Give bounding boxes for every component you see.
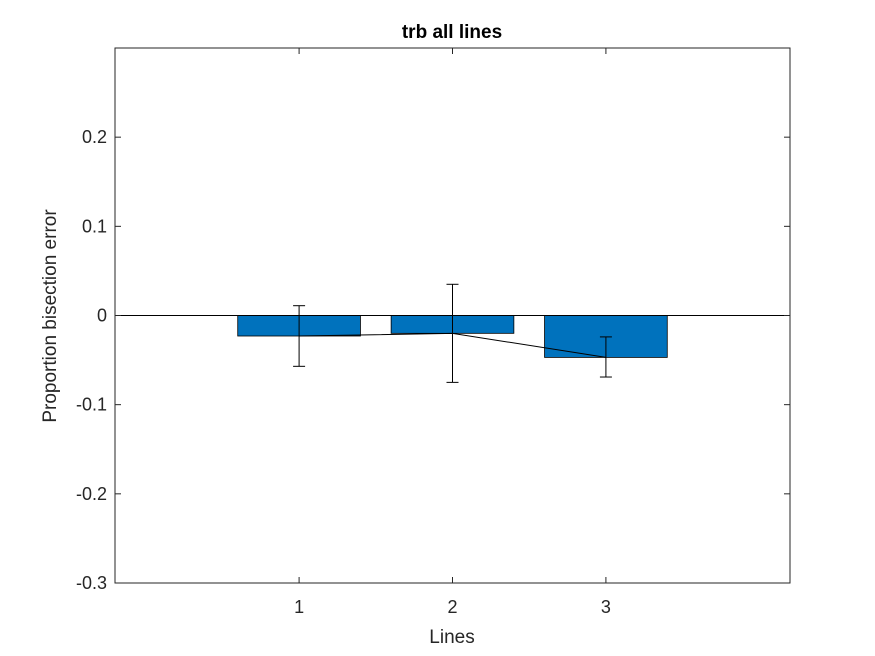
x-axis-ticks: 1 2 3 [294, 48, 611, 617]
x-axis-label: Lines [429, 627, 474, 648]
y-tick-label: 0.2 [82, 127, 107, 147]
x-tick-label: 3 [601, 597, 611, 617]
chart-title: trb all lines [402, 22, 502, 43]
x-tick-label: 2 [447, 597, 457, 617]
y-tick-label: -0.1 [76, 395, 107, 415]
y-tick-label: 0.1 [82, 216, 107, 236]
y-axis-label: Proportion bisection error [40, 209, 61, 423]
y-tick-label: 0 [97, 306, 107, 326]
error-bars-layer [293, 283, 612, 383]
y-tick-label: -0.2 [76, 484, 107, 504]
y-tick-label: -0.3 [76, 573, 107, 593]
x-tick-label: 1 [294, 597, 304, 617]
y-axis-ticks: -0.3 -0.2 -0.1 0 0.1 0.2 [76, 127, 790, 593]
